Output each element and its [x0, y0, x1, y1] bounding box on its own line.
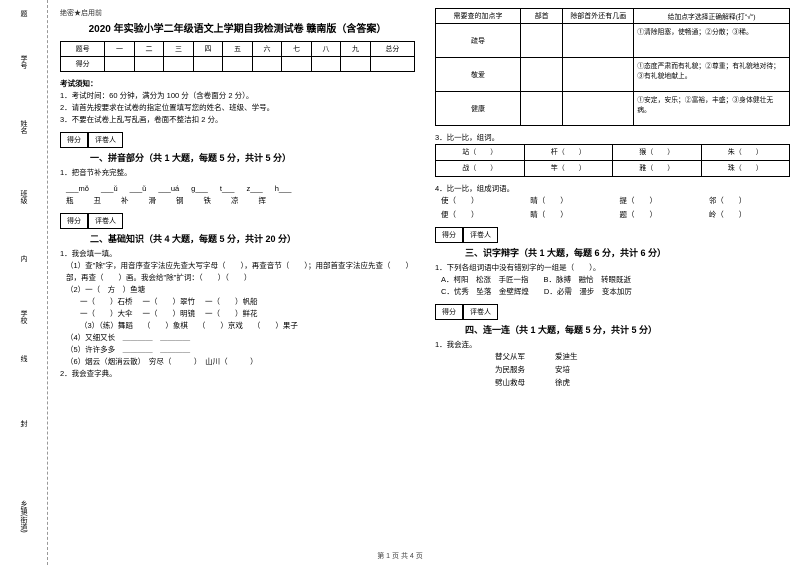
notice-block: 考试须知： 1．考试时间：60 分钟，满分为 100 分（含卷面分 2 分）。 …	[60, 78, 415, 126]
q2-1a: （1）查"除"字，用音序查字法应先查大写字母（ ），再查音节（ ）；用部首查字法…	[60, 260, 415, 284]
margin-label: 线	[18, 355, 28, 362]
dict-row: 健康 ①安定，安乐；②富裕，丰盛；③身体健壮无病。	[436, 92, 790, 126]
section-3-heading: 三、识字辩字（共 1 大题，每题 6 分，共计 6 分）	[465, 246, 790, 259]
q2-1c: （6）烟云（烟消云散） 穷尽（ ） 山川（ ）	[60, 356, 415, 368]
margin-label: 学校	[18, 310, 28, 324]
match-pair: 替父从军爱迪生	[495, 351, 790, 364]
section-4-heading: 四、连一连（共 1 大题，每题 5 分，共计 5 分）	[465, 323, 790, 336]
sec3-opt: C．忧秀 坠落 金壁辉煌 D．必需 漫步 变本加厉	[435, 286, 790, 298]
score-box: 得分 评卷人	[435, 227, 790, 243]
sec3-q: 1．下列各组词语中没有错别字的一组是（ ）。	[435, 262, 790, 274]
dict-head: 需要查的加点字 部首 除部首外还有几画 给加点字选择正确解释(打"√")	[436, 9, 790, 24]
dictionary-table: 需要查的加点字 部首 除部首外还有几画 给加点字选择正确解释(打"√") 疏导 …	[435, 8, 790, 126]
page-footer: 第 1 页 共 4 页	[0, 551, 800, 561]
notice-item: 2．请首先按要求在试卷的指定位置填写您的姓名、班级、学号。	[60, 102, 415, 114]
margin-label: 内	[18, 255, 28, 262]
binding-margin: 题 学号 姓名 班级 内 学校 线 封 乡镇(街道)	[0, 0, 48, 565]
section-2-heading: 二、基础知识（共 4 大题，每题 5 分，共计 20 分）	[90, 232, 415, 245]
margin-label: 乡镇(街道)	[18, 500, 28, 533]
sec3-opt: A．柯阳 松涨 手匠一指 B．脉搏 融恰 转眼既逝	[435, 274, 790, 286]
notice-item: 1．考试时间：60 分钟，满分为 100 分（含卷面分 2 分）。	[60, 90, 415, 102]
q3-head: 3．比一比，组词。	[435, 132, 790, 144]
fill-row: （3）（练）舞蹈（ ）象棋（ ）京戏（ ）果子	[80, 320, 415, 332]
secret-label: 绝密★启用前	[60, 8, 415, 18]
notice-item: 3．不要在试卷上乱写乱画，卷面不整洁扣 2 分。	[60, 114, 415, 126]
q4-head: 4．比一比，组成词语。	[435, 183, 790, 195]
q2-1c: （4）又细又长 ＿＿＿＿ ＿＿＿＿	[60, 332, 415, 344]
margin-label: 封	[18, 420, 28, 427]
score-table: 题号 一 二 三 四 五 六 七 八 九 总分 得分	[60, 41, 415, 72]
fill-row: 一（ ）大伞一（ ）明镜一（ ）鲜花	[80, 308, 415, 320]
left-column: 绝密★启用前 2020 年实验小学二年级语文上学期自我检测试卷 赣南版（含答案）…	[60, 8, 415, 547]
margin-label: 学号	[18, 55, 28, 69]
q2-2: 2．我会查字典。	[60, 368, 415, 380]
right-column: 需要查的加点字 部首 除部首外还有几画 给加点字选择正确解释(打"√") 疏导 …	[435, 8, 790, 547]
score-box: 得分 评卷人	[60, 132, 415, 148]
q4-block: 4．比一比，组成词语。 使（ ）晴（ ）提（ ）邻（ ） 便（ ）睛（ ）题（ …	[435, 183, 790, 221]
dict-row: 敬爱 ①态度严肃而有礼貌；②尊重；有礼貌地对待；③有礼貌地献上。	[436, 58, 790, 92]
q1-text: 1．把音节补充完整。	[60, 167, 415, 179]
dict-row: 疏导 ①清除阻塞，使畅通；②分散；③稀。	[436, 24, 790, 58]
score-header-row: 题号 一 二 三 四 五 六 七 八 九 总分	[61, 42, 415, 57]
match-pair: 劈山救母徐虎	[495, 377, 790, 390]
exam-title: 2020 年实验小学二年级语文上学期自我检测试卷 赣南版（含答案）	[60, 20, 415, 35]
margin-label: 班级	[18, 190, 28, 204]
match-pair: 为民服务安培	[495, 364, 790, 377]
score-box: 得分 评卷人	[435, 304, 790, 320]
fill-row: 一（ ）石桥一（ ）翠竹一（ ）帆船	[80, 296, 415, 308]
page-content: 绝密★启用前 2020 年实验小学二年级语文上学期自我检测试卷 赣南版（含答案）…	[60, 8, 790, 547]
notice-head: 考试须知：	[60, 78, 415, 90]
margin-label: 题	[18, 10, 28, 17]
q3-block: 3．比一比，组词。 站（ ）杆（ ）猴（ ）朱（ ） 战（ ）竿（ ）雅（ ）珠…	[435, 132, 790, 177]
score-box: 得分 评卷人	[60, 213, 415, 229]
q2-1b-head: （2）一（ 方 ）鱼塘	[60, 284, 415, 296]
q3-table: 站（ ）杆（ ）猴（ ）朱（ ） 战（ ）竿（ ）雅（ ）珠（ ）	[435, 144, 790, 177]
margin-label: 姓名	[18, 120, 28, 134]
char-row: 瓶 丑 补 滑 钢 铁 凉 挥	[60, 195, 415, 207]
q2-1c: （5）许许多多 ＿＿＿＿ ＿＿＿＿	[60, 344, 415, 356]
sec4-q: 1．我会连。	[435, 339, 790, 351]
section-1-heading: 一、拼音部分（共 1 大题，每题 5 分，共计 5 分）	[90, 151, 415, 164]
pinyin-row: ___mǒ ___ǔ ___ǔ ___uá g___ t___ z___ h__…	[60, 183, 415, 195]
score-value-row: 得分	[61, 57, 415, 72]
q2-1: 1．我会填一填。	[60, 248, 415, 260]
